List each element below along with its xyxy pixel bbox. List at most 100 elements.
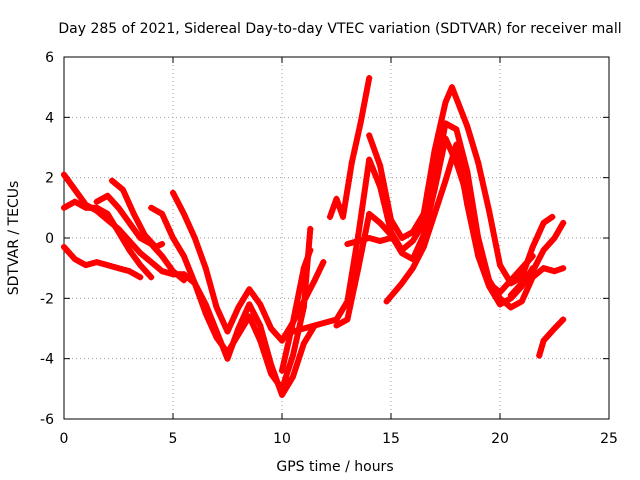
data-point	[398, 235, 405, 241]
data-point	[335, 201, 342, 208]
data-point	[357, 120, 364, 127]
data-point	[320, 259, 327, 266]
data-point	[130, 252, 137, 259]
data-point	[526, 254, 533, 261]
data-point	[209, 291, 216, 298]
data-point	[133, 246, 140, 253]
data-series	[61, 75, 567, 398]
data-point	[97, 260, 104, 267]
data-point	[213, 304, 220, 311]
data-point	[268, 370, 275, 377]
data-point	[493, 295, 500, 302]
data-point	[282, 374, 289, 381]
series-line	[148, 204, 314, 392]
data-point	[180, 253, 187, 260]
data-point	[202, 265, 209, 272]
data-point	[478, 263, 485, 270]
data-point	[402, 252, 409, 259]
data-point	[464, 123, 471, 130]
data-point	[355, 231, 362, 238]
data-point	[61, 171, 67, 178]
x-tick-label: 25	[600, 431, 618, 447]
series-track-5	[108, 177, 166, 251]
data-point	[453, 126, 460, 133]
data-point	[515, 284, 522, 291]
data-point	[340, 213, 347, 220]
data-point	[417, 251, 424, 258]
data-point	[366, 235, 373, 241]
data-point	[507, 304, 514, 311]
data-point	[369, 165, 376, 172]
data-point	[342, 195, 349, 202]
data-point	[311, 277, 318, 284]
data-point	[380, 180, 387, 187]
data-point	[286, 379, 293, 386]
data-point	[536, 268, 543, 275]
series-track-13	[366, 84, 556, 287]
data-point	[449, 153, 456, 160]
data-point	[377, 219, 384, 226]
data-point	[162, 269, 169, 276]
data-point	[111, 264, 118, 271]
data-point	[100, 261, 107, 268]
data-point	[170, 268, 176, 275]
data-point	[300, 340, 307, 347]
data-point	[308, 284, 315, 291]
data-point	[471, 236, 478, 243]
data-point	[93, 204, 100, 211]
data-point	[522, 276, 529, 283]
data-point	[384, 236, 391, 243]
data-point	[64, 202, 71, 209]
data-point	[75, 200, 82, 207]
x-tick-label: 0	[60, 431, 69, 447]
data-point	[293, 301, 300, 308]
data-point	[279, 391, 285, 398]
data-point	[446, 165, 453, 172]
data-point	[442, 135, 449, 142]
data-point	[297, 283, 304, 290]
data-point	[104, 262, 111, 269]
data-point	[424, 189, 431, 196]
data-point	[86, 261, 93, 268]
data-point	[209, 326, 216, 333]
data-point	[137, 250, 144, 257]
data-point	[246, 301, 253, 308]
data-point	[478, 175, 485, 182]
data-point	[366, 132, 373, 139]
y-tick-label: 0	[45, 231, 54, 247]
data-point	[68, 181, 75, 188]
data-point	[242, 309, 249, 316]
data-point	[75, 258, 82, 265]
data-point	[340, 318, 347, 325]
data-point	[231, 312, 238, 319]
data-point	[148, 274, 155, 281]
data-point	[100, 194, 107, 201]
data-point	[151, 206, 158, 213]
data-point	[220, 344, 227, 351]
data-point	[333, 322, 340, 329]
data-point	[217, 339, 224, 346]
y-axis-label: SDTVAR / TECUs	[6, 181, 22, 296]
data-point	[351, 239, 358, 246]
data-point	[482, 273, 489, 280]
data-point	[289, 319, 296, 326]
data-point	[544, 266, 551, 273]
data-point	[253, 296, 260, 303]
data-point	[137, 235, 144, 241]
data-point	[188, 271, 195, 278]
data-point	[115, 265, 122, 272]
data-point	[409, 265, 416, 272]
data-point	[173, 241, 180, 248]
data-point	[560, 219, 567, 226]
data-point	[224, 349, 231, 356]
data-point	[68, 252, 75, 259]
data-point	[242, 292, 249, 299]
data-point	[453, 141, 460, 148]
data-point	[264, 317, 271, 324]
x-axis-label: GPS time / hours	[276, 459, 393, 475]
series-line	[383, 141, 536, 308]
data-point	[264, 359, 271, 366]
data-point	[93, 198, 100, 205]
data-point	[191, 235, 198, 241]
